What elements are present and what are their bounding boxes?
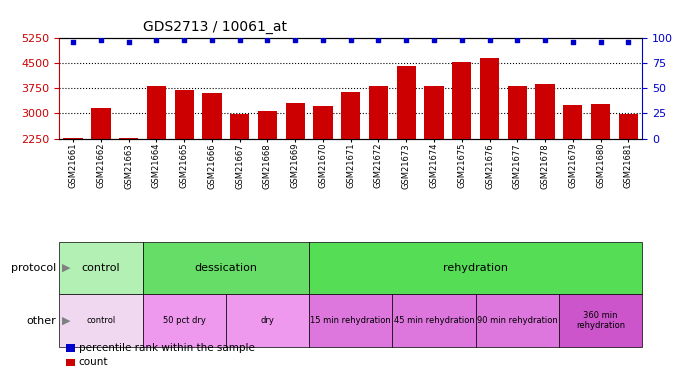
Point xyxy=(540,36,551,42)
Bar xyxy=(142,242,309,294)
Point xyxy=(373,36,384,42)
Text: dry: dry xyxy=(260,316,274,325)
Text: 45 min rehydration: 45 min rehydration xyxy=(394,316,475,325)
Bar xyxy=(618,114,638,139)
Point xyxy=(401,36,412,42)
Point xyxy=(290,36,301,42)
Text: rehydration: rehydration xyxy=(443,263,508,273)
Bar xyxy=(174,90,194,139)
Bar xyxy=(230,114,249,139)
Point xyxy=(234,36,245,42)
Bar xyxy=(64,138,83,139)
Text: 50 pct dry: 50 pct dry xyxy=(163,316,206,325)
Point xyxy=(262,36,273,42)
Point xyxy=(512,36,523,42)
Point xyxy=(623,39,634,45)
Point xyxy=(567,39,579,45)
Bar xyxy=(285,104,305,139)
Text: count: count xyxy=(79,357,108,368)
Text: control: control xyxy=(87,316,116,325)
Bar xyxy=(392,294,475,347)
Bar xyxy=(452,62,471,139)
Bar xyxy=(535,84,555,139)
Bar xyxy=(258,111,277,139)
Point xyxy=(179,36,190,42)
Point xyxy=(151,36,162,42)
Point xyxy=(595,39,606,45)
Bar xyxy=(59,242,142,294)
Text: control: control xyxy=(82,263,120,273)
Bar xyxy=(559,294,642,347)
Bar xyxy=(309,294,392,347)
Bar xyxy=(59,294,142,347)
Text: other: other xyxy=(26,316,56,326)
Bar xyxy=(309,242,642,294)
Bar xyxy=(475,294,559,347)
Point xyxy=(429,36,440,42)
Text: percentile rank within the sample: percentile rank within the sample xyxy=(79,343,255,353)
Bar xyxy=(202,93,222,139)
Bar xyxy=(313,106,333,139)
Bar xyxy=(396,66,416,139)
Text: ▶: ▶ xyxy=(62,316,70,326)
Text: protocol: protocol xyxy=(10,263,56,273)
Point xyxy=(456,36,468,42)
Bar xyxy=(480,58,499,139)
Point xyxy=(123,39,134,45)
Text: ▶: ▶ xyxy=(62,263,70,273)
Point xyxy=(484,36,495,42)
Point xyxy=(207,36,218,42)
Text: dessication: dessication xyxy=(194,263,258,273)
Point xyxy=(68,39,79,45)
Point xyxy=(96,36,107,42)
Text: 360 min
rehydration: 360 min rehydration xyxy=(576,311,625,330)
Bar xyxy=(424,86,444,139)
Text: 90 min rehydration: 90 min rehydration xyxy=(477,316,558,325)
Bar xyxy=(226,294,309,347)
Text: GDS2713 / 10061_at: GDS2713 / 10061_at xyxy=(143,20,287,34)
Bar xyxy=(369,87,388,139)
Bar xyxy=(563,105,583,139)
Bar xyxy=(91,108,111,139)
Bar xyxy=(147,86,166,139)
Point xyxy=(318,36,329,42)
Bar xyxy=(341,92,360,139)
Text: 15 min rehydration: 15 min rehydration xyxy=(311,316,391,325)
Bar xyxy=(507,86,527,139)
Bar xyxy=(142,294,226,347)
Point xyxy=(345,36,356,42)
Bar xyxy=(591,104,610,139)
